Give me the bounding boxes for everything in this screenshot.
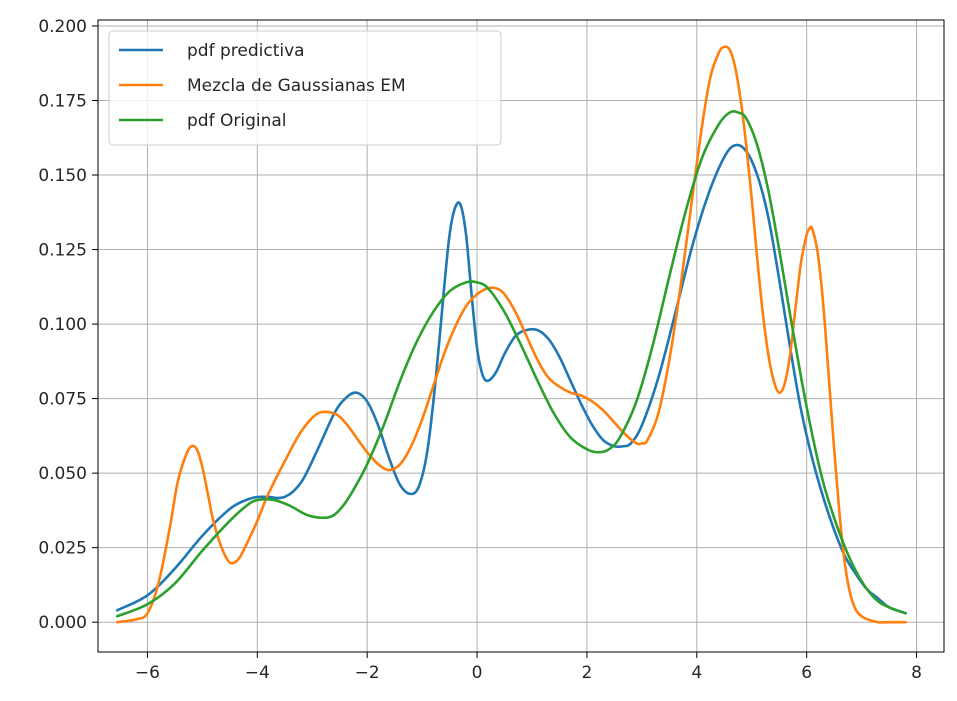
y-tick-label: 0.150 xyxy=(38,166,87,186)
x-tick-label: 8 xyxy=(911,663,922,683)
y-tick-label: 0.075 xyxy=(38,390,87,410)
legend: pdf predictiva Mezcla de Gaussianas EM pdf… xyxy=(108,30,502,146)
legend-label-2: Mezcla de Gaussianas EM xyxy=(187,76,406,96)
x-tick-label: −2 xyxy=(355,663,380,683)
series-line-3 xyxy=(115,109,907,618)
x-tick-label: −4 xyxy=(245,663,270,683)
legend-label-1: pdf predictiva xyxy=(187,41,305,61)
x-tick-label: 2 xyxy=(582,663,593,683)
y-tick-label: 0.175 xyxy=(38,91,87,111)
y-tick-label: 0.200 xyxy=(38,17,87,37)
x-tick-label: 4 xyxy=(691,663,702,683)
y-tick-label: 0.025 xyxy=(38,539,87,559)
y-tick-label: 0.125 xyxy=(38,241,87,261)
x-tick-label: 0 xyxy=(472,663,483,683)
plot-series xyxy=(115,45,907,624)
axes-frame xyxy=(97,19,945,653)
x-tick-label: −6 xyxy=(135,663,160,683)
series-line-2 xyxy=(115,45,907,624)
x-axis-ticks: −6 −4 −2 0 2 4 6 8 xyxy=(135,652,922,683)
y-axis-ticks: 0.000 0.025 0.050 0.075 0.100 0.125 0.150 0.175… xyxy=(38,17,98,633)
legend-box xyxy=(108,30,502,146)
legend-label-3: pdf Original xyxy=(187,111,287,131)
x-tick-label: 6 xyxy=(801,663,812,683)
y-tick-label: 0.050 xyxy=(38,464,87,484)
y-tick-label: 0.000 xyxy=(38,613,87,633)
y-tick-label: 0.100 xyxy=(38,315,87,335)
